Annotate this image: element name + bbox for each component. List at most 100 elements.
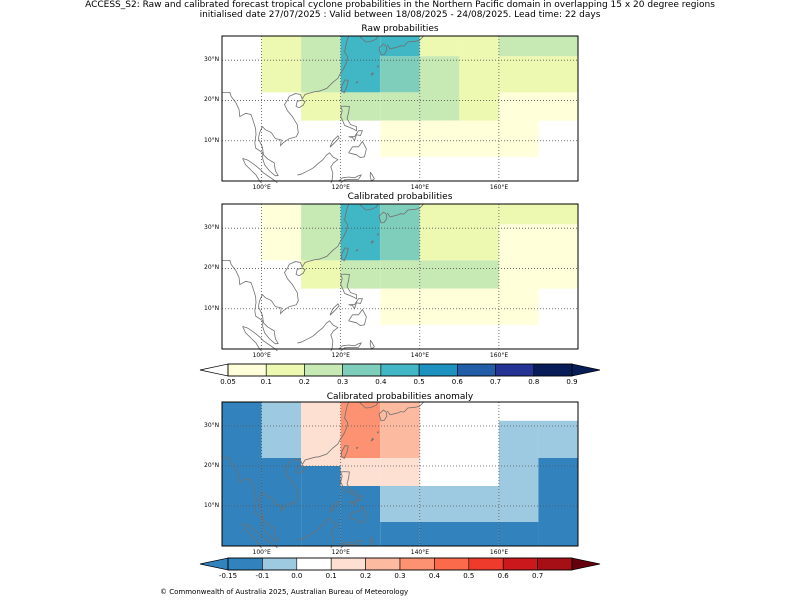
colorbar-swatch <box>495 363 535 377</box>
probability-cell <box>498 224 578 261</box>
colorbar-swatch <box>434 557 470 571</box>
probability-cell <box>261 36 302 93</box>
latitude-tick-label: 30°N <box>204 224 220 232</box>
probability-cell <box>380 120 420 157</box>
probability-cell <box>261 458 302 546</box>
colorbar-tick-label: 0.2 <box>360 572 372 580</box>
probability-cell <box>301 204 341 261</box>
latitude-tick-label: 10°N <box>204 502 220 509</box>
latitude-tick-label: 30°N <box>204 422 220 429</box>
probability-cell <box>380 260 420 289</box>
latitude-tick-label: 30°N <box>204 56 220 64</box>
colorbar-swatch <box>537 557 573 571</box>
colorbar-over-arrow <box>571 363 601 377</box>
colorbar-tick-label: 0.7 <box>489 378 502 386</box>
calibrated-panel-title: Calibrated probabilities <box>347 192 453 202</box>
probability-cell <box>459 36 499 121</box>
latitude-tick-label: 10°N <box>204 136 220 144</box>
figure-subtitle: initialised date 27/07/2025 : Valid betw… <box>199 10 601 20</box>
coastline <box>377 431 380 434</box>
colorbar-tick-label: 0.1 <box>260 378 272 386</box>
probability-cell <box>301 402 341 466</box>
anomaly-panel-title: Calibrated probabilities anomaly <box>326 392 474 402</box>
colorbar-swatch <box>265 363 305 377</box>
probability-cell <box>419 486 499 522</box>
colorbar-tick-label: 0.5 <box>463 572 475 580</box>
latitude-tick-label: 20°N <box>204 96 220 104</box>
probability-cell <box>340 402 381 458</box>
coastline <box>329 500 340 513</box>
probability-cell <box>538 92 578 121</box>
colorbar-swatch <box>533 363 573 377</box>
probability-cell <box>380 56 420 93</box>
coastline <box>377 65 380 68</box>
colorbar-over-arrow <box>571 557 601 571</box>
colorbar-tick-label: 0.2 <box>298 378 311 386</box>
probability-cell <box>380 458 420 486</box>
colorbar-under-arrow <box>199 557 229 571</box>
probability-cell <box>340 36 381 93</box>
probability-colorbar <box>199 363 601 377</box>
colorbar-swatch <box>304 363 343 377</box>
coastline <box>295 99 306 109</box>
coastline <box>329 303 340 316</box>
colorbar-swatch <box>296 557 332 571</box>
coastline <box>338 539 363 549</box>
probability-cell <box>380 92 420 121</box>
map-frame <box>221 203 579 350</box>
probability-cell <box>301 260 341 289</box>
coastline <box>340 105 357 132</box>
coastline <box>297 517 339 549</box>
coastline <box>242 523 278 549</box>
colorbar-under-arrow <box>199 363 229 377</box>
coastline <box>378 409 388 422</box>
coastline <box>377 233 380 236</box>
coastline <box>242 326 278 352</box>
colorbar-tick-label: 0.4 <box>428 572 440 580</box>
probability-cell <box>498 204 578 225</box>
map-frame <box>221 35 579 182</box>
coastline <box>359 35 379 43</box>
coastline <box>369 536 375 547</box>
probability-cell <box>340 486 381 546</box>
coastline <box>297 152 339 184</box>
colorbar-tick-label: 0.3 <box>394 572 406 580</box>
probability-cell <box>301 466 341 546</box>
probability-cell <box>380 204 420 261</box>
probability-cell <box>538 260 578 289</box>
coastline <box>386 203 424 218</box>
coastline <box>341 247 349 262</box>
probability-cell <box>419 288 499 325</box>
coastline <box>295 465 306 474</box>
colorbar-tick-label: 0.4 <box>375 378 387 386</box>
colorbar-tick-label: -0.15 <box>218 572 238 580</box>
colorbar-swatch <box>399 557 435 571</box>
coastline <box>297 320 339 352</box>
colorbar-tick-label: 0.5 <box>413 378 425 386</box>
probability-cell <box>380 288 420 325</box>
probability-cell <box>538 422 578 458</box>
coastline <box>348 308 367 327</box>
colorbar-swatch <box>227 363 267 377</box>
longitude-tick-label: 100°E <box>252 352 271 359</box>
longitude-tick-label: 100°E <box>252 184 271 191</box>
anomaly-map <box>221 401 579 549</box>
longitude-tick-label: 160°E <box>489 184 509 191</box>
coastline <box>341 445 349 460</box>
map-frame <box>221 401 579 547</box>
coastline <box>370 437 375 442</box>
coastline <box>348 495 363 507</box>
colorbar-swatch <box>342 363 382 377</box>
copyright-notice: © Commonwealth of Australia 2025, Austra… <box>160 588 409 596</box>
probability-cell <box>261 402 302 458</box>
coastline <box>370 240 375 244</box>
coastline <box>222 401 349 542</box>
probability-cell <box>419 522 499 546</box>
latitude-tick-label: 20°N <box>204 264 220 272</box>
coastline <box>348 506 367 524</box>
calibrated-probability-map <box>221 203 579 352</box>
probability-cell <box>419 204 499 261</box>
probability-cell <box>498 422 539 522</box>
probability-cell <box>538 458 578 546</box>
raw-panel-title: Raw probabilities <box>361 24 439 34</box>
